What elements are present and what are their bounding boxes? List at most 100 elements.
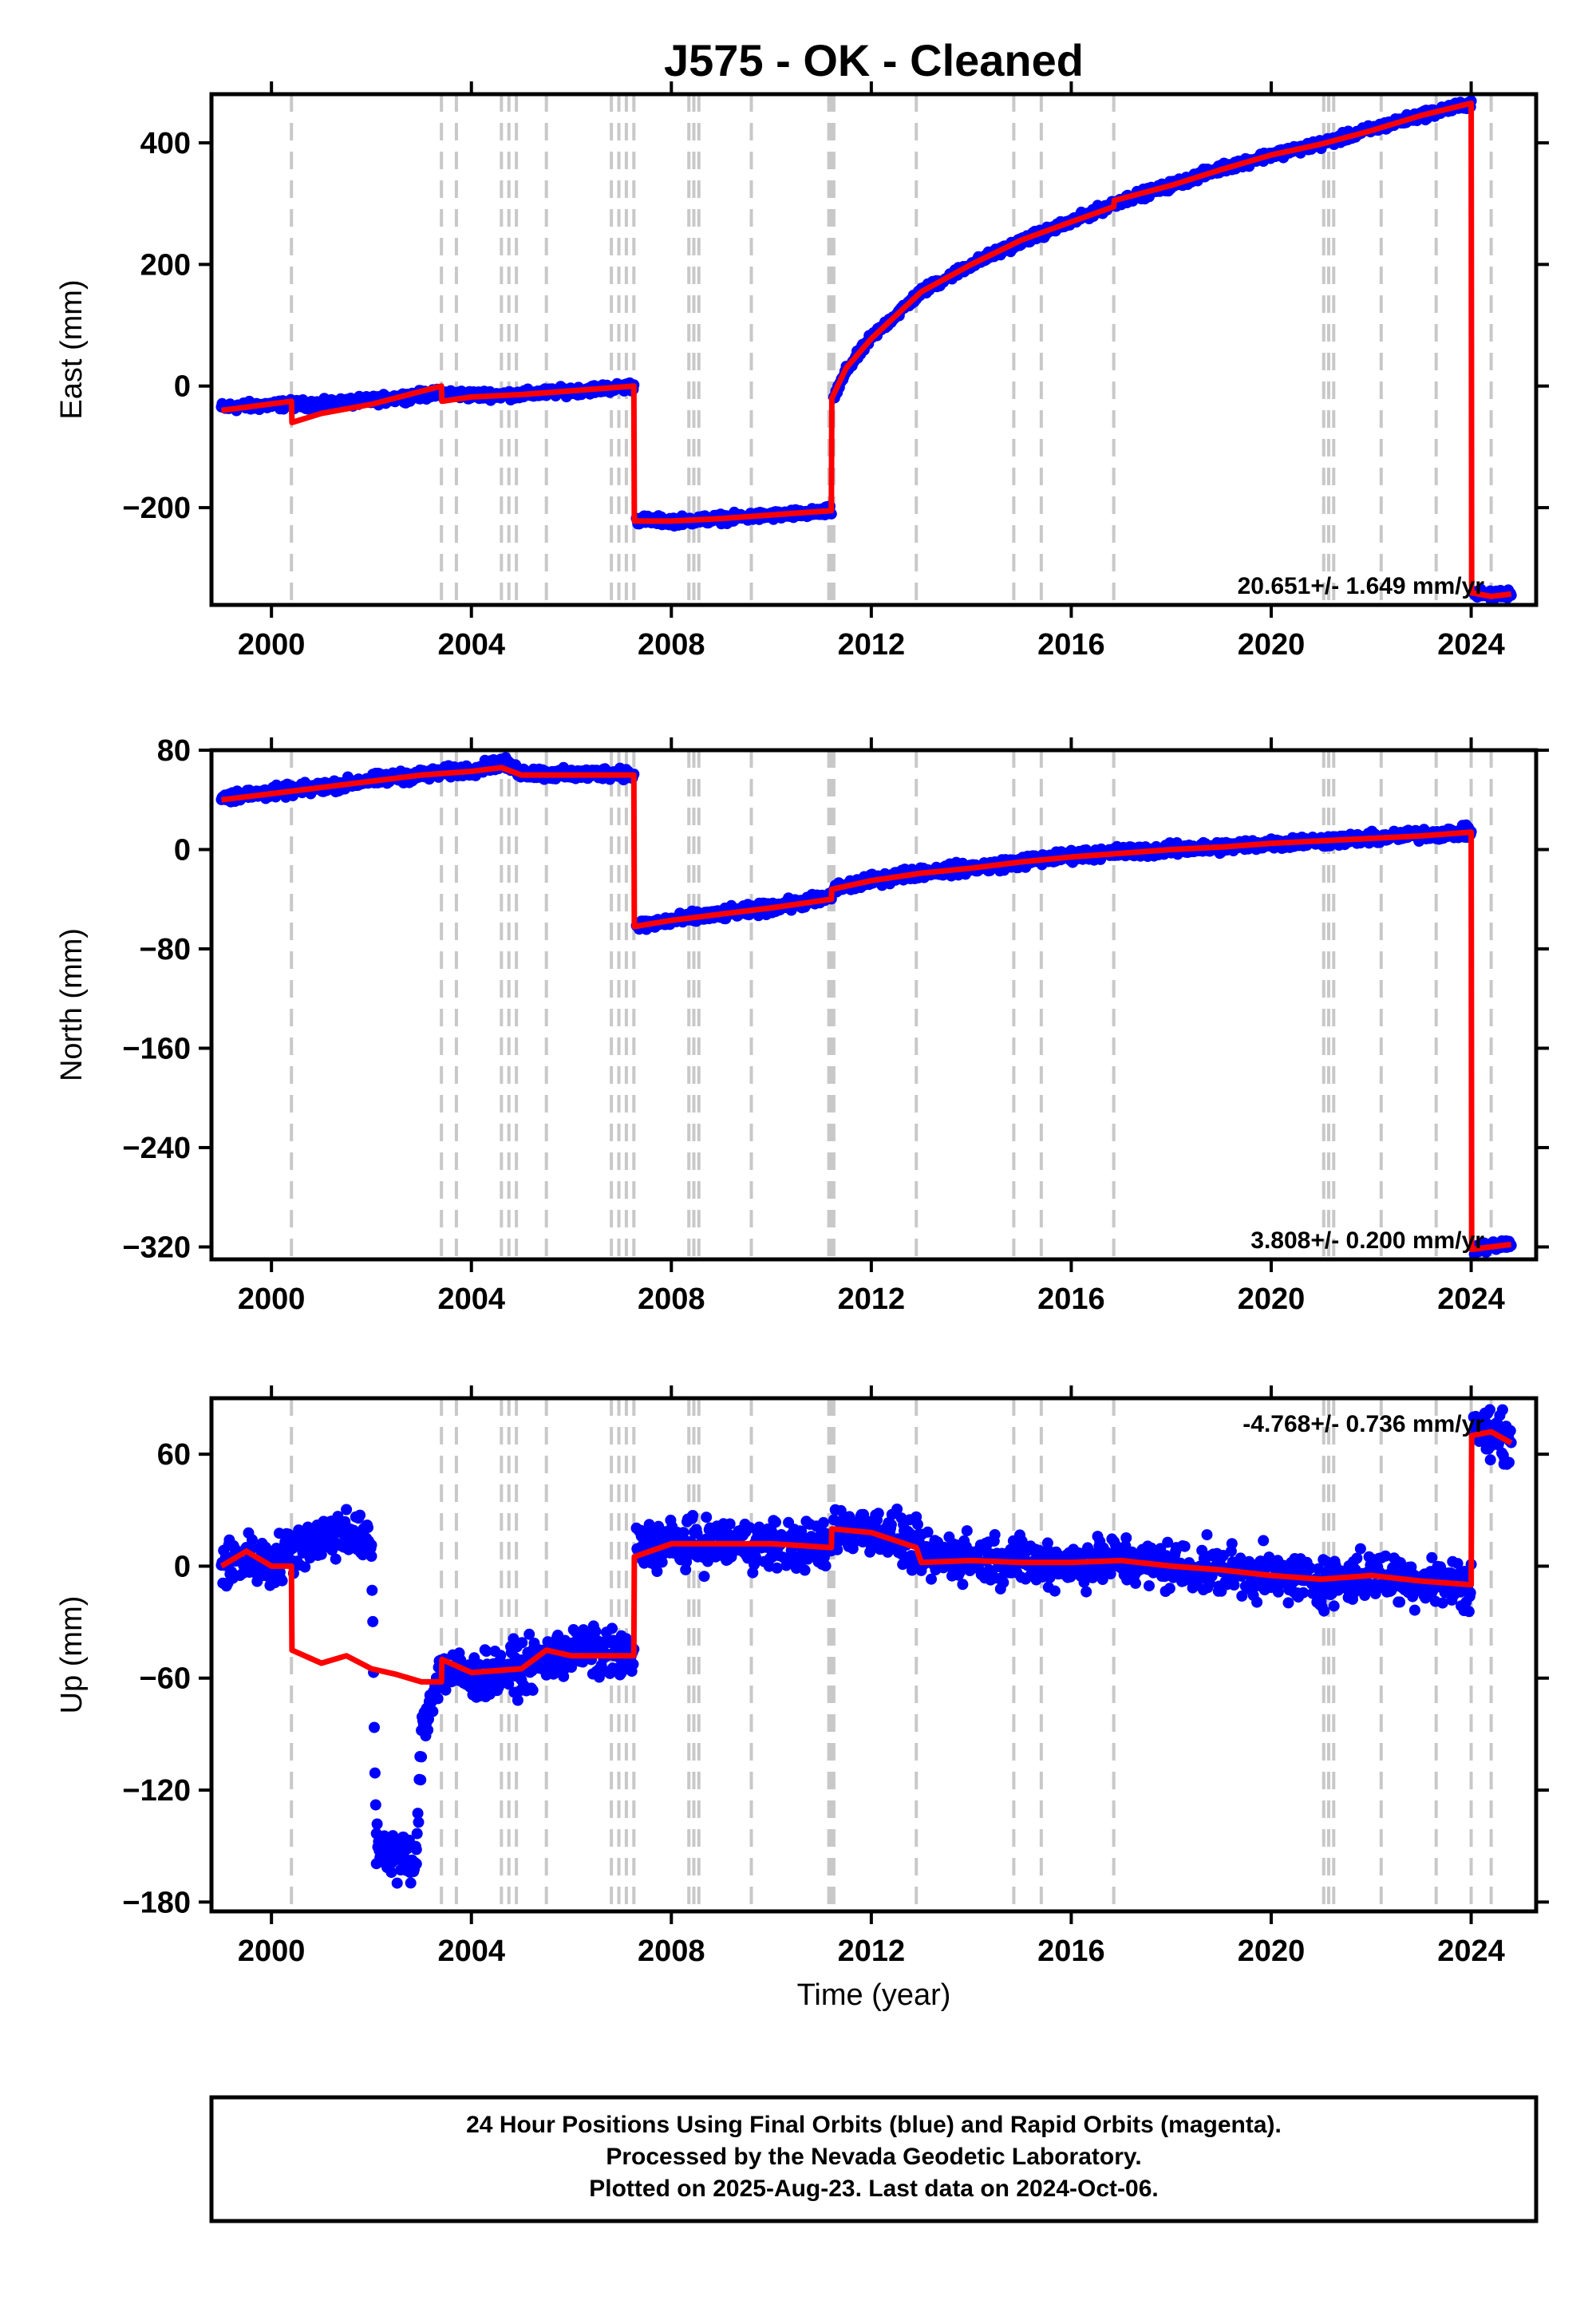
observed-point (724, 1518, 736, 1530)
x-tick-label: 2024 (1437, 1282, 1505, 1316)
observed-point (422, 1724, 434, 1736)
y-tick-label: 0 (174, 833, 191, 867)
observed-point (362, 1522, 373, 1534)
observed-point (369, 1721, 380, 1733)
y-tick-label: −200 (122, 492, 191, 525)
observed-point (365, 1551, 377, 1562)
observed-point (926, 1573, 937, 1585)
x-tick-label: 2008 (638, 628, 705, 662)
observed-point (367, 1615, 379, 1627)
observed-point (495, 1650, 507, 1662)
observed-point (410, 1844, 422, 1856)
observed-point (369, 1799, 381, 1811)
observed-point (627, 1658, 639, 1670)
observed-point (1016, 1535, 1028, 1547)
x-tick-label: 2016 (1037, 1282, 1105, 1316)
x-tick-label: 2004 (437, 1282, 505, 1316)
observed-point (480, 1646, 492, 1657)
model-line (221, 765, 1512, 1253)
observed-point (961, 1525, 973, 1537)
observed-point (427, 1705, 439, 1717)
y-tick-label: 200 (140, 248, 191, 282)
observed-point (357, 1549, 369, 1561)
observed-point (410, 1858, 422, 1870)
observed-point (247, 1534, 258, 1546)
observed-point (590, 1626, 602, 1638)
observed-point (391, 1877, 403, 1889)
observed-point (912, 1519, 923, 1531)
observed-point (366, 1584, 378, 1596)
x-tick-label: 2000 (238, 1282, 306, 1316)
model-line (221, 100, 1512, 599)
observed-point (341, 1504, 353, 1516)
x-tick-label: 2000 (238, 628, 306, 662)
observed-point (701, 1512, 713, 1524)
observed-point (512, 1694, 523, 1706)
observed-point (371, 1818, 383, 1830)
observed-point (872, 1508, 884, 1520)
observed-point (957, 1579, 969, 1591)
observed-point (681, 1556, 693, 1567)
observed-point (885, 1519, 897, 1531)
observed-point (405, 1877, 417, 1889)
y-tick-label: 80 (157, 734, 191, 768)
observed-point (276, 1575, 288, 1587)
observed-point (744, 1522, 756, 1534)
observed-point (385, 1867, 397, 1879)
observed-point (416, 1751, 428, 1763)
observed-point (835, 1504, 847, 1516)
plot-frame (209, 92, 1539, 607)
x-tick-label: 2020 (1238, 628, 1306, 662)
north-panel: −320 −240 −160 −80 0 80 2000 2004 2008 2012 2016 20… (55, 734, 1549, 1316)
observed-point (527, 1684, 539, 1696)
observed-point (832, 1543, 843, 1555)
observed-point (817, 1516, 829, 1528)
observed-point (989, 1529, 1001, 1540)
y-tick-label: −320 (122, 1231, 191, 1264)
observed-point (387, 1830, 399, 1842)
x-tick-label: 2024 (1437, 628, 1505, 662)
y-axis-label: North (mm) (55, 928, 89, 1081)
y-axis-label: East (mm) (55, 279, 89, 419)
y-tick-label: −160 (122, 1032, 191, 1065)
x-tick-label: 2012 (838, 1282, 906, 1316)
observed-point (593, 1671, 605, 1683)
velocity-label: 3.808+/- 0.200 mm/yr (1250, 1227, 1484, 1254)
observed-point (998, 1576, 1009, 1588)
observed-point (440, 1684, 452, 1696)
observed-point (516, 1637, 528, 1649)
east-panel: −200 0 200 400 2000 2004 2008 2012 2016 2020 2024 E… (55, 81, 1549, 662)
observed-point (698, 1571, 710, 1583)
observed-point (523, 1628, 535, 1640)
observed-point (651, 1566, 663, 1577)
observed-point (412, 1808, 424, 1820)
observed-point (891, 1504, 903, 1515)
observed-point (432, 1693, 444, 1705)
x-tick-label: 2008 (638, 1282, 705, 1316)
observed-point (354, 1509, 366, 1521)
observed-point (922, 1526, 934, 1538)
observed-point (299, 1561, 311, 1573)
observed-point (770, 1516, 781, 1528)
observed-point (415, 1774, 427, 1786)
x-tick-label: 2016 (1037, 628, 1105, 662)
y-tick-label: −240 (122, 1132, 191, 1165)
observed-point (330, 1553, 342, 1565)
plot-frame (209, 748, 1539, 1262)
observed-point (771, 1562, 783, 1574)
observed-point (503, 1678, 515, 1690)
observed-point (413, 1816, 425, 1828)
x-tick-label: 2012 (838, 628, 906, 662)
observed-point (369, 1767, 381, 1779)
velocity-label: 20.651+/- 1.649 mm/yr (1238, 573, 1485, 599)
y-tick-label: 0 (174, 370, 191, 404)
observed-point (411, 1828, 423, 1840)
observed-point (678, 1527, 689, 1539)
x-tick-label: 2004 (437, 628, 505, 662)
observed-point (799, 1564, 811, 1576)
y-tick-label: 400 (140, 127, 191, 160)
y-tick-label: −80 (140, 933, 191, 966)
x-tick-label: 2020 (1238, 1282, 1306, 1316)
